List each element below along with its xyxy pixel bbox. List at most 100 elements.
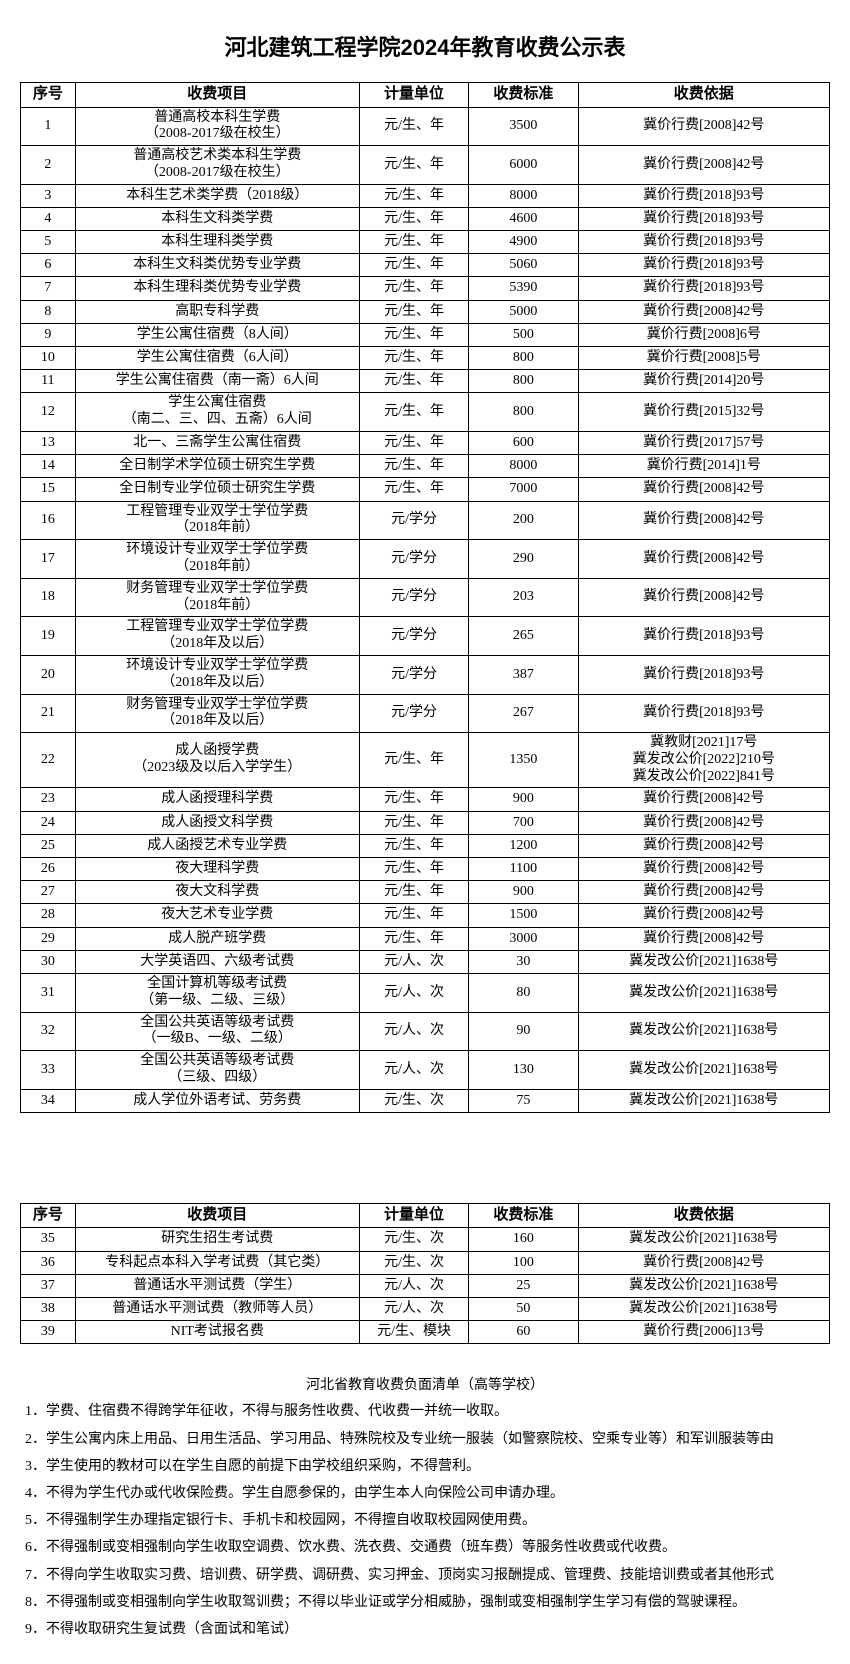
cell-idx: 8 (21, 300, 76, 323)
cell-item: 环境设计专业双学士学位学费（2018年前） (75, 540, 359, 579)
table-row: 15全日制专业学位硕士研究生学费元/生、年7000冀价行费[2008]42号 (21, 478, 830, 501)
cell-item: 专科起点本科入学考试费（其它类） (75, 1251, 359, 1274)
cell-price: 1200 (469, 834, 578, 857)
cell-item: 普通话水平测试费（教师等人员） (75, 1298, 359, 1321)
cell-basis: 冀价行费[2008]42号 (578, 578, 829, 617)
cell-price: 8000 (469, 184, 578, 207)
page-title: 河北建筑工程学院2024年教育收费公示表 (20, 30, 830, 62)
cell-idx: 24 (21, 811, 76, 834)
cell-idx: 13 (21, 431, 76, 454)
cell-basis: 冀价行费[2017]57号 (578, 431, 829, 454)
notes-title: 河北省教育收费负面清单（高等学校） (20, 1374, 830, 1394)
cell-unit: 元/生、年 (359, 881, 468, 904)
cell-price: 3500 (469, 107, 578, 146)
cell-unit: 元/人、次 (359, 1274, 468, 1297)
cell-unit: 元/人、次 (359, 1298, 468, 1321)
cell-price: 75 (469, 1089, 578, 1112)
table-row: 2普通高校艺术类本科生学费（2008-2017级在校生）元/生、年6000冀价行… (21, 146, 830, 185)
cell-unit: 元/生、年 (359, 207, 468, 230)
cell-idx: 14 (21, 455, 76, 478)
cell-price: 5390 (469, 277, 578, 300)
table-row: 10学生公寓住宿费（6人间）元/生、年800冀价行费[2008]5号 (21, 347, 830, 370)
cell-unit: 元/人、次 (359, 950, 468, 973)
cell-idx: 31 (21, 973, 76, 1012)
cell-basis: 冀价行费[2018]93号 (578, 617, 829, 656)
cell-idx: 6 (21, 254, 76, 277)
cell-idx: 21 (21, 694, 76, 733)
cell-basis: 冀价行费[2008]42号 (578, 501, 829, 540)
cell-price: 700 (469, 811, 578, 834)
table-row: 12学生公寓住宿费（南二、三、四、五斋）6人间元/生、年800冀价行费[2015… (21, 393, 830, 432)
cell-price: 1100 (469, 858, 578, 881)
cell-unit: 元/生、年 (359, 254, 468, 277)
col-header-item: 收费项目 (75, 83, 359, 108)
cell-unit: 元/生、次 (359, 1251, 468, 1274)
col-header-unit: 计量单位 (359, 1203, 468, 1228)
fee-table-2: 序号 收费项目 计量单位 收费标准 收费依据 35研究生招生考试费元/生、次16… (20, 1203, 830, 1344)
cell-basis: 冀价行费[2018]93号 (578, 655, 829, 694)
table-row: 16工程管理专业双学士学位学费（2018年前）元/学分200冀价行费[2008]… (21, 501, 830, 540)
cell-basis: 冀价行费[2008]42号 (578, 478, 829, 501)
table-row: 17环境设计专业双学士学位学费（2018年前）元/学分290冀价行费[2008]… (21, 540, 830, 579)
cell-price: 60 (469, 1321, 578, 1344)
cell-unit: 元/生、年 (359, 146, 468, 185)
cell-idx: 28 (21, 904, 76, 927)
table-row: 29成人脱产班学费元/生、年3000冀价行费[2008]42号 (21, 927, 830, 950)
cell-price: 600 (469, 431, 578, 454)
cell-idx: 22 (21, 733, 76, 788)
cell-unit: 元/生、年 (359, 858, 468, 881)
note-item: 8．不得强制或变相强制向学生收取驾训费；不得以毕业证或学分相威胁，强制或变相强制… (25, 1590, 830, 1615)
cell-basis: 冀价行费[2008]5号 (578, 347, 829, 370)
cell-price: 900 (469, 788, 578, 811)
table-row: 3本科生艺术类学费（2018级）元/生、年8000冀价行费[2018]93号 (21, 184, 830, 207)
table-row: 1普通高校本科生学费（2008-2017级在校生）元/生、年3500冀价行费[2… (21, 107, 830, 146)
cell-idx: 7 (21, 277, 76, 300)
cell-basis: 冀价行费[2008]42号 (578, 858, 829, 881)
cell-basis: 冀价行费[2018]93号 (578, 184, 829, 207)
cell-item: 普通话水平测试费（学生） (75, 1274, 359, 1297)
cell-price: 50 (469, 1298, 578, 1321)
cell-item: 夜大文科学费 (75, 881, 359, 904)
col-header-basis: 收费依据 (578, 83, 829, 108)
cell-idx: 2 (21, 146, 76, 185)
cell-item: 本科生理科类学费 (75, 231, 359, 254)
cell-price: 500 (469, 323, 578, 346)
cell-basis: 冀价行费[2018]93号 (578, 231, 829, 254)
cell-item: 成人函授文科学费 (75, 811, 359, 834)
cell-basis: 冀价行费[2015]32号 (578, 393, 829, 432)
table-row: 22成人函授学费（2023级及以后入学学生）元/生、年1350冀教财[2021]… (21, 733, 830, 788)
table-row: 33全国公共英语等级考试费（三级、四级）元/人、次130冀发改公价[2021]1… (21, 1051, 830, 1090)
cell-item: 普通高校本科生学费（2008-2017级在校生） (75, 107, 359, 146)
cell-idx: 38 (21, 1298, 76, 1321)
cell-unit: 元/学分 (359, 501, 468, 540)
cell-price: 7000 (469, 478, 578, 501)
cell-item: NIT考试报名费 (75, 1321, 359, 1344)
cell-item: 成人脱产班学费 (75, 927, 359, 950)
table-row: 27夜大文科学费元/生、年900冀价行费[2008]42号 (21, 881, 830, 904)
cell-basis: 冀价行费[2008]42号 (578, 107, 829, 146)
note-item: 9．不得收取研究生复试费（含面试和笔试） (25, 1617, 830, 1642)
cell-price: 800 (469, 393, 578, 432)
cell-basis: 冀价行费[2006]13号 (578, 1321, 829, 1344)
cell-idx: 15 (21, 478, 76, 501)
cell-unit: 元/生、次 (359, 1228, 468, 1251)
col-header-price: 收费标准 (469, 83, 578, 108)
col-header-item: 收费项目 (75, 1203, 359, 1228)
table-row: 9学生公寓住宿费（8人间）元/生、年500冀价行费[2008]6号 (21, 323, 830, 346)
cell-item: 全日制专业学位硕士研究生学费 (75, 478, 359, 501)
cell-price: 130 (469, 1051, 578, 1090)
cell-idx: 26 (21, 858, 76, 881)
cell-basis: 冀发改公价[2021]1638号 (578, 973, 829, 1012)
cell-basis: 冀价行费[2008]42号 (578, 927, 829, 950)
cell-price: 265 (469, 617, 578, 656)
cell-price: 5060 (469, 254, 578, 277)
cell-item: 学生公寓住宿费（南二、三、四、五斋）6人间 (75, 393, 359, 432)
cell-basis: 冀价行费[2018]93号 (578, 254, 829, 277)
cell-price: 387 (469, 655, 578, 694)
cell-price: 30 (469, 950, 578, 973)
note-item: 7．不得向学生收取实习费、培训费、研学费、调研费、实习押金、顶岗实习报酬提成、管… (25, 1563, 830, 1588)
note-item: 5．不得强制学生办理指定银行卡、手机卡和校园网，不得擅自收取校园网使用费。 (25, 1508, 830, 1533)
note-item: 4．不得为学生代办或代收保险费。学生自愿参保的，由学生本人向保险公司申请办理。 (25, 1481, 830, 1506)
table-row: 21财务管理专业双学士学位学费（2018年及以后）元/学分267冀价行费[201… (21, 694, 830, 733)
cell-price: 200 (469, 501, 578, 540)
